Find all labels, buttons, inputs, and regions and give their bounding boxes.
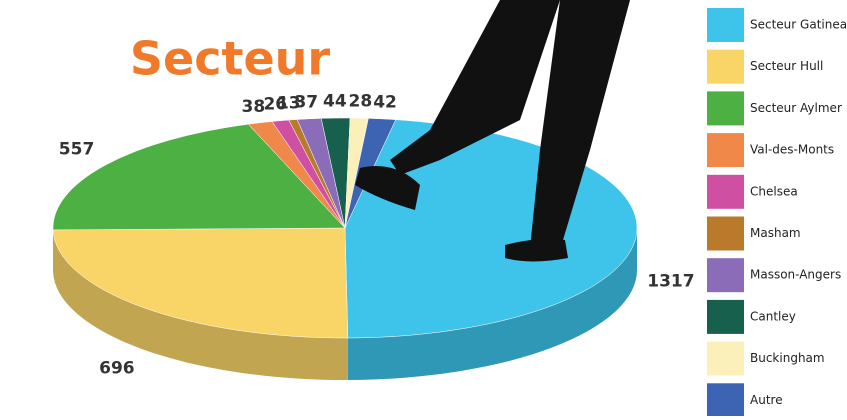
legend-swatch <box>707 91 744 125</box>
value-label: 28 <box>349 92 373 112</box>
legend-swatch <box>707 133 744 167</box>
value-label: 37 <box>294 92 318 112</box>
legend-swatch <box>707 8 744 42</box>
chart-title: Secteur <box>130 32 331 86</box>
value-label: 44 <box>323 92 347 112</box>
legend-swatch <box>707 175 744 209</box>
legend-label: Autre <box>750 393 783 407</box>
legend-label: Masson-Angers <box>750 268 841 282</box>
legend-label: Secteur Gatineau <box>750 18 847 32</box>
legend-label: Chelsea <box>750 184 798 198</box>
legend: Secteur Gatineau Secteur Hull Secteur Aylm… <box>707 8 847 416</box>
value-label: 696 <box>99 359 135 379</box>
legend-label: Secteur Aylmer <box>750 101 842 115</box>
value-label: 38 <box>242 97 266 117</box>
value-label: 42 <box>373 93 397 113</box>
legend-label: Buckingham <box>750 351 825 365</box>
chart: Secteur 131769655738261337442842 Secteur… <box>0 0 847 416</box>
legend-swatch <box>707 217 744 251</box>
legend-swatch <box>707 383 744 416</box>
legend-swatch <box>707 258 744 292</box>
legend-swatch <box>707 50 744 84</box>
legend-label: Val-des-Monts <box>750 143 834 157</box>
legend-label: Masham <box>750 226 801 240</box>
legend-swatch <box>707 342 744 376</box>
legend-label: Cantley <box>750 309 796 323</box>
value-label: 557 <box>59 139 95 159</box>
legend-label: Secteur Hull <box>750 59 823 73</box>
legend-swatch <box>707 300 744 334</box>
value-label: 1317 <box>647 271 694 291</box>
